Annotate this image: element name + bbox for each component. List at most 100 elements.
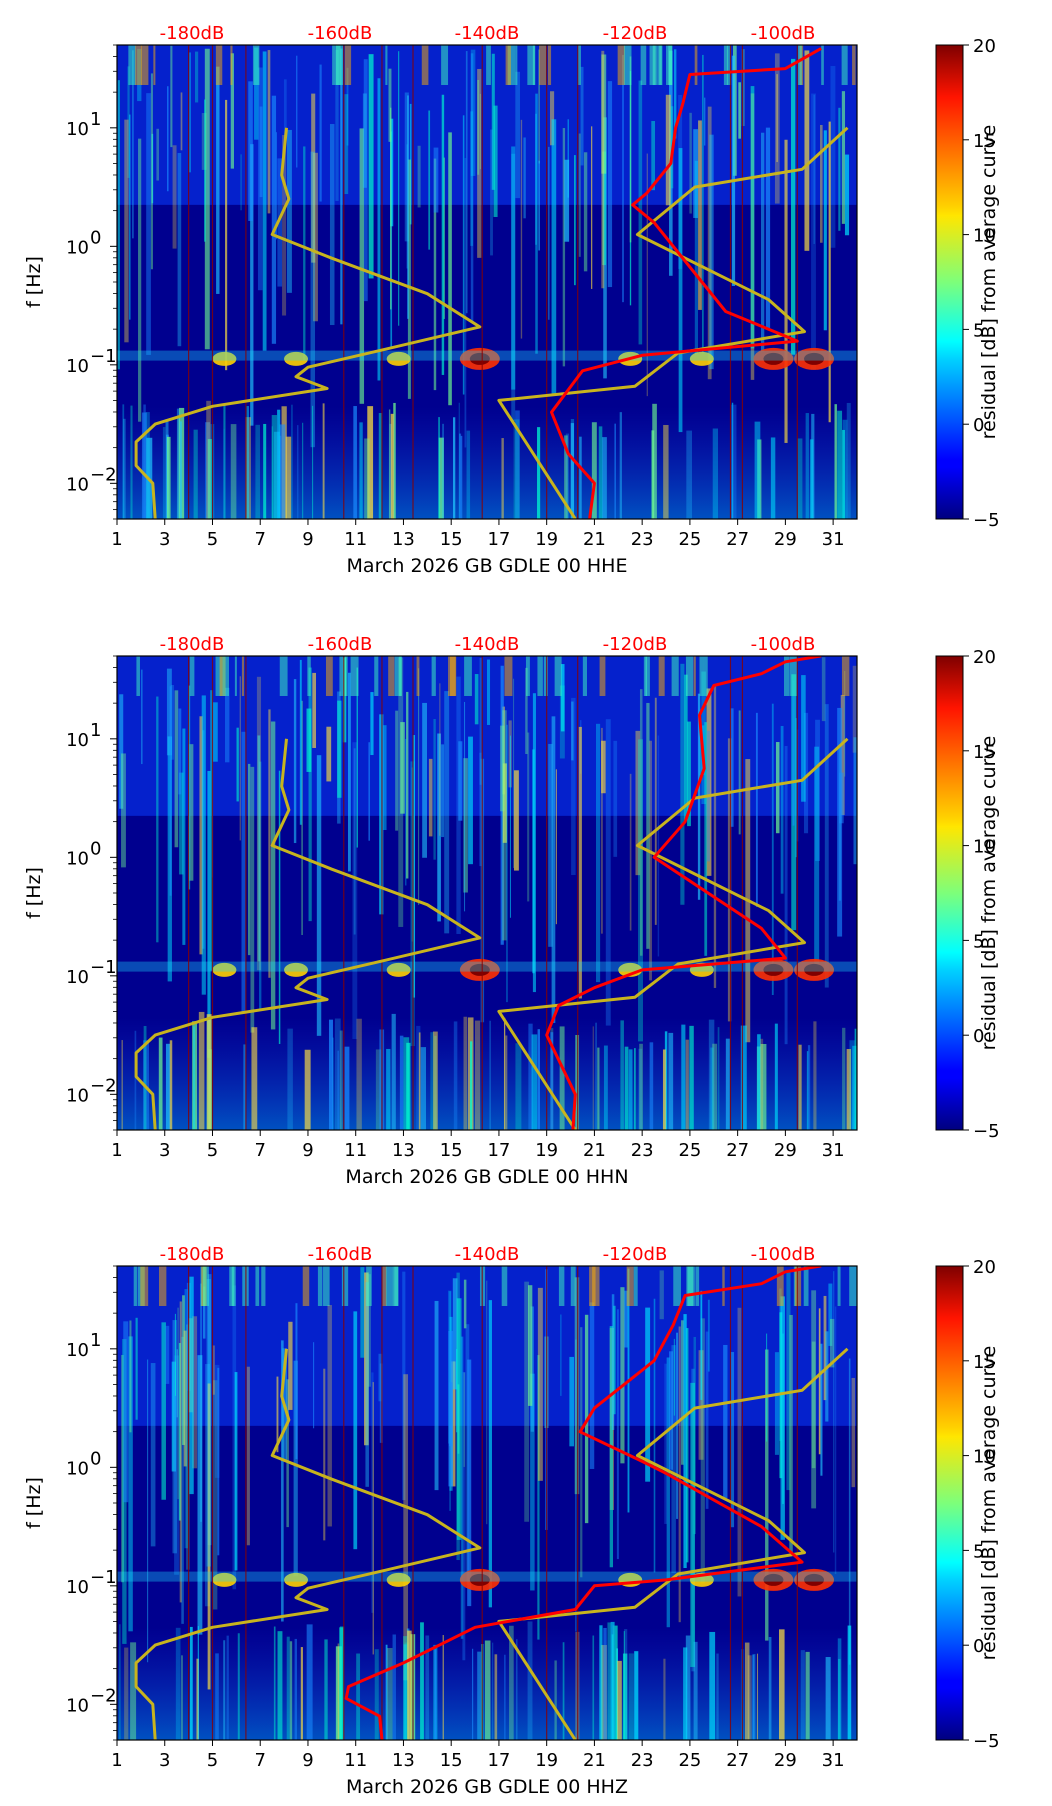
spectrogram-area (117, 45, 857, 519)
streak (216, 66, 220, 294)
y-tick-label: 10 (66, 1085, 89, 1106)
low-streak (620, 1020, 624, 1130)
streak (830, 65, 836, 248)
low-streak (474, 1020, 481, 1130)
low-streak (516, 1639, 518, 1740)
low-streak (805, 413, 809, 519)
low-streak (334, 1018, 341, 1130)
streak (121, 753, 126, 868)
low-streak (730, 404, 737, 519)
hf-streak (671, 656, 679, 696)
streak (129, 1320, 132, 1433)
streak (377, 78, 381, 381)
streak (760, 132, 765, 352)
streak (784, 139, 788, 443)
streak (433, 718, 436, 860)
streak (340, 48, 343, 325)
low-streak (416, 1025, 421, 1130)
streak (527, 732, 530, 902)
hf-streak (640, 45, 647, 85)
low-streak (279, 435, 282, 519)
streak (706, 688, 712, 876)
streak (225, 687, 230, 763)
streak (646, 702, 650, 949)
microseism-blob (386, 351, 411, 366)
low-streak (339, 1627, 344, 1740)
microseism-blob (284, 351, 309, 366)
colorbar-tick-label: 15 (973, 131, 996, 152)
y-tick-exponent: −1 (90, 957, 117, 978)
streak (210, 690, 214, 971)
streak (673, 49, 677, 139)
streak (460, 1336, 464, 1639)
streak (575, 1339, 577, 1632)
streak (775, 742, 780, 834)
streak (188, 744, 194, 881)
streak (571, 697, 576, 876)
low-streak (509, 1625, 514, 1740)
hf-streak (582, 656, 588, 696)
hf-streak (394, 656, 402, 696)
streak (183, 1330, 187, 1467)
streak (181, 1336, 184, 1624)
x-tick-label: 27 (726, 529, 749, 550)
streak (441, 94, 445, 375)
red-average-curve (344, 1266, 822, 1740)
low-streak (134, 1030, 137, 1130)
streak (702, 54, 704, 354)
low-streak (689, 1025, 694, 1130)
hf-streak (570, 1266, 576, 1306)
streak (639, 689, 643, 956)
low-streak (624, 1629, 628, 1740)
streak (296, 55, 298, 168)
low-streak (622, 1653, 628, 1740)
low-streak (407, 1630, 412, 1740)
streak (406, 691, 409, 879)
low-streak (842, 429, 845, 519)
streak (174, 1313, 176, 1396)
low-streak (768, 1637, 772, 1740)
low-frequency-band (117, 406, 857, 519)
colorbar-tick-label: 5 (973, 1541, 984, 1562)
streak (128, 1336, 133, 1632)
microseism-blob (689, 351, 714, 366)
x-tick-label: 17 (487, 1750, 510, 1771)
y-tick-label: 10 (66, 1577, 89, 1598)
low-streak (337, 1050, 339, 1130)
red-average-curve (550, 47, 822, 519)
low-streak (634, 1651, 639, 1740)
hf-streak (323, 1266, 330, 1306)
streak (194, 51, 199, 103)
streak (780, 725, 784, 894)
streak (795, 718, 797, 858)
low-streak (389, 423, 392, 519)
streak (428, 758, 433, 837)
low-streak (359, 422, 363, 519)
hf-streak (230, 45, 233, 85)
low-streak (754, 421, 761, 519)
streak (841, 91, 846, 224)
low-streak (712, 428, 719, 519)
low-streak (579, 436, 582, 519)
hf-streak (133, 1266, 137, 1306)
low-streak (515, 1043, 522, 1130)
streak (176, 1349, 178, 1418)
low-streak (356, 1018, 362, 1130)
y-tick-label: 10 (66, 730, 89, 751)
low-streak (663, 1658, 666, 1740)
streak (574, 1277, 580, 1495)
low-streak (757, 439, 762, 519)
streak (329, 124, 335, 326)
colorbar-label: residual [dB] from average curve (978, 125, 1000, 440)
hf-streak (527, 45, 536, 85)
streak (470, 111, 474, 246)
x-axis-label: March 2026 GB GDLE 00 HHZ (346, 1776, 628, 1798)
streak (654, 697, 657, 925)
streak (678, 148, 683, 433)
streak (400, 722, 405, 814)
low-streak (344, 1046, 350, 1130)
streak (741, 49, 745, 127)
low-streak (289, 1641, 293, 1740)
streak (704, 722, 708, 956)
streak (620, 1287, 625, 1464)
